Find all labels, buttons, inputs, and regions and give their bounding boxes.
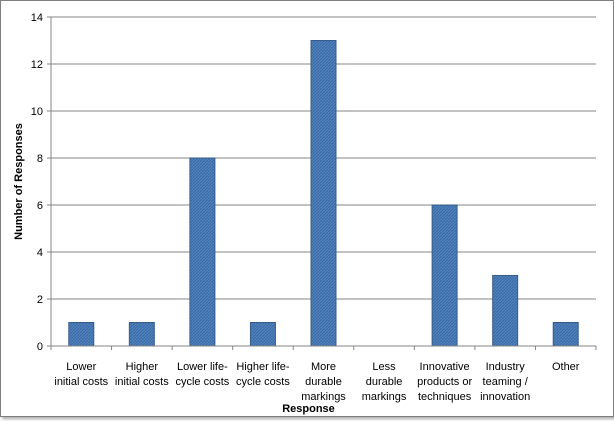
bar bbox=[249, 322, 276, 347]
x-tick-label: Lower initial costs bbox=[54, 361, 108, 388]
x-tick-label: Industry teaming / innovation bbox=[480, 361, 530, 403]
y-tick-label: 12 bbox=[31, 59, 43, 71]
bar bbox=[310, 40, 337, 347]
bar bbox=[431, 204, 458, 347]
y-tick-labels: 0 2 4 6 8 10 12 14 bbox=[31, 12, 43, 353]
y-tick-label: 2 bbox=[37, 294, 43, 306]
bar bbox=[552, 322, 579, 347]
x-tick-label: More durable markings bbox=[301, 361, 346, 403]
x-tick-label: Higher initial costs bbox=[115, 361, 169, 388]
y-axis-title: Number of Responses bbox=[13, 123, 25, 240]
x-tick-label: Other bbox=[552, 361, 580, 373]
x-tick-label: Higher life-cycle costs bbox=[236, 361, 290, 388]
y-tick-label: 0 bbox=[37, 341, 43, 353]
y-tick-label: 4 bbox=[37, 247, 43, 259]
x-tick-label: Lower life-cycle costs bbox=[175, 361, 229, 388]
x-axis-title: Response bbox=[282, 403, 335, 415]
axes bbox=[47, 16, 597, 350]
bar bbox=[68, 322, 95, 347]
bar bbox=[128, 322, 155, 347]
y-tick-label: 6 bbox=[37, 200, 43, 212]
y-tick-label: 8 bbox=[37, 153, 43, 165]
y-tick-label: 10 bbox=[31, 106, 43, 118]
bar bbox=[189, 157, 216, 347]
x-tick-label: Less durable markings bbox=[362, 361, 407, 403]
y-tick-label: 14 bbox=[31, 12, 43, 24]
x-tick-label: Innovative products or techniques bbox=[417, 361, 472, 403]
bars bbox=[68, 40, 579, 347]
bar bbox=[492, 275, 519, 347]
x-tick-labels: Lower initial costs Higher initial costsLow… bbox=[54, 361, 579, 403]
